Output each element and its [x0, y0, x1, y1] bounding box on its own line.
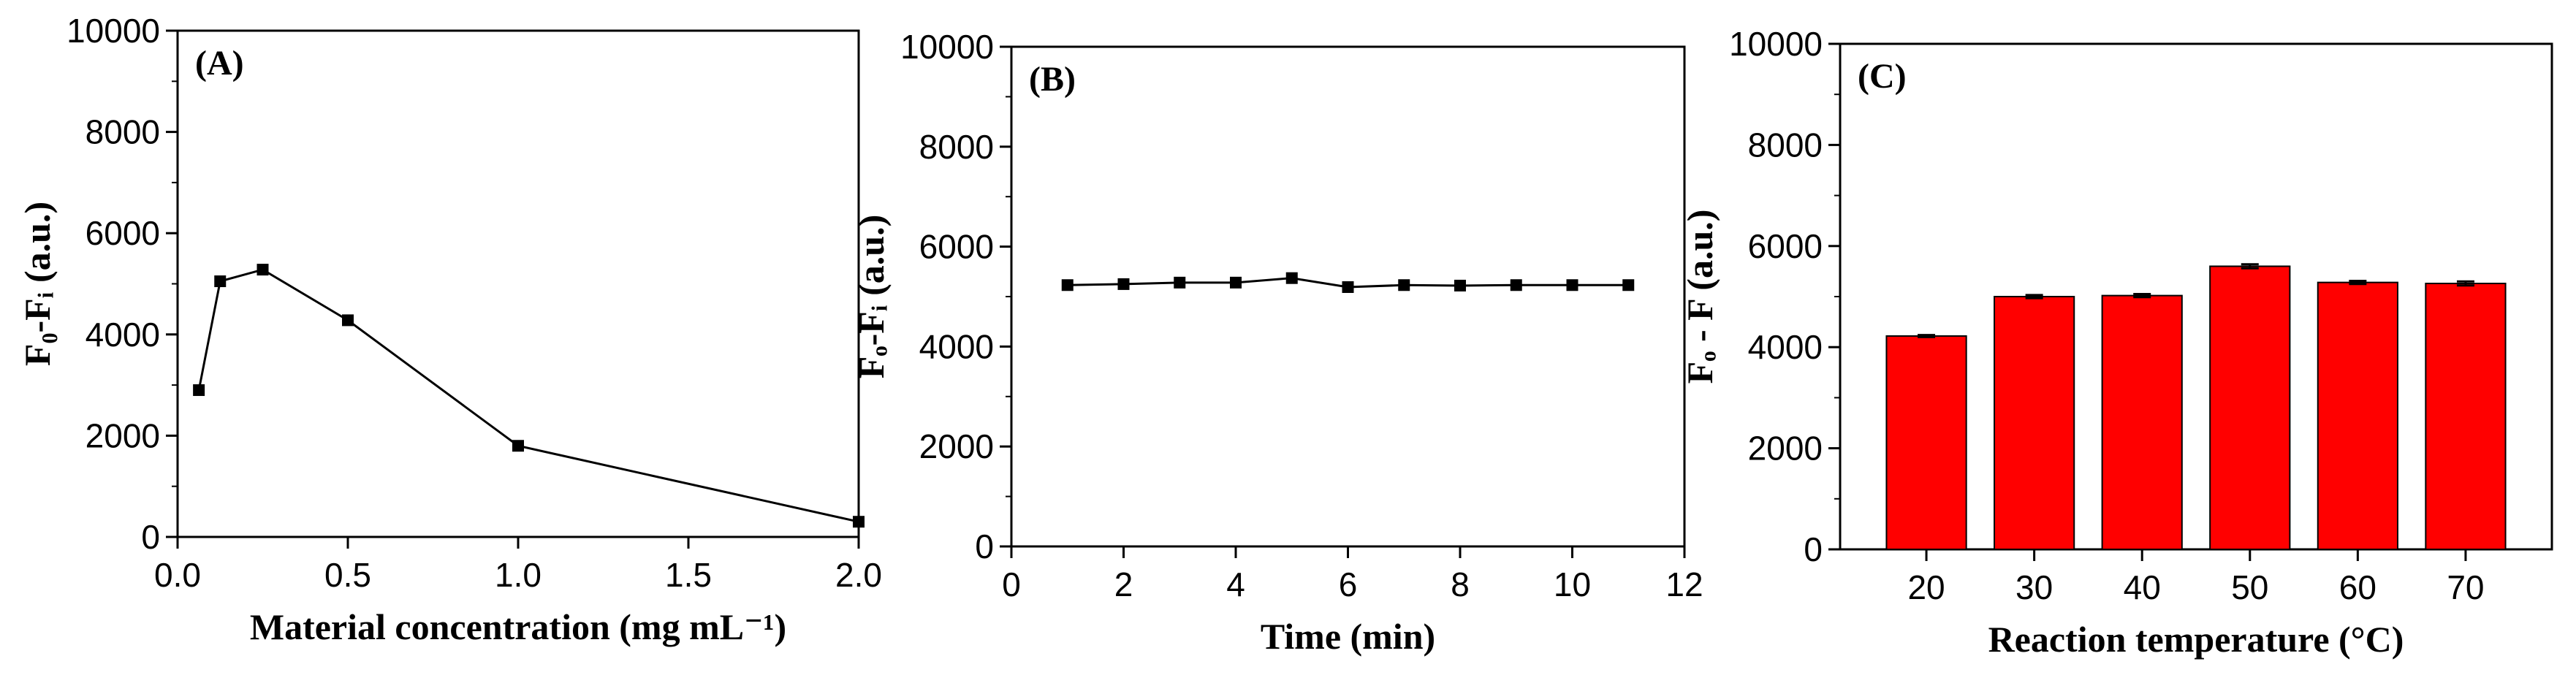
- plot-frame: [1010, 45, 1686, 548]
- y-tick-label: 6000: [86, 214, 160, 252]
- x-tick-label: 40: [2124, 568, 2161, 606]
- data-point: [257, 264, 269, 276]
- x-tick-label: 12: [1665, 565, 1703, 603]
- y-tick-label: 2000: [86, 416, 160, 454]
- x-axis-title: Reaction temperature (°C): [1988, 619, 2404, 660]
- bar: [2317, 281, 2398, 550]
- x-tick-label: 6: [1339, 565, 1358, 603]
- x-tick-label: 8: [1451, 565, 1470, 603]
- y-tick-label: 10000: [1729, 25, 1823, 63]
- x-tick-label: 0.5: [324, 556, 371, 594]
- x-tick-label: 1.5: [665, 556, 712, 594]
- data-point: [1622, 279, 1635, 291]
- data-point: [1510, 279, 1522, 291]
- panel-label: (C): [1858, 57, 1907, 96]
- data-point: [214, 275, 227, 288]
- y-tick-label: 6000: [919, 228, 994, 266]
- x-tick-label: 0: [1002, 565, 1021, 603]
- chart-panel: (C) 0 2000 4000 6000 8000 10000 Fₒ - F (a.u.) Re…: [1679, 25, 2553, 660]
- data-point: [1398, 279, 1410, 291]
- y-tick-label: 8000: [1748, 126, 1823, 164]
- x-tick-label: 4: [1226, 565, 1245, 603]
- x-tick-label: 10: [1554, 565, 1591, 603]
- x-tick-label: 20: [1907, 568, 1945, 606]
- bar: [2209, 265, 2291, 550]
- y-tick-label: 4000: [1748, 328, 1823, 366]
- bar: [2101, 294, 2183, 550]
- x-axis-title: Material concentration (mg mL⁻¹): [250, 606, 786, 647]
- data-point: [853, 516, 865, 528]
- plot-frame: [176, 29, 860, 538]
- y-tick-label: 2000: [919, 427, 994, 465]
- data-point: [342, 314, 354, 327]
- chart-panel: (A) 0 2000 4000 6000 8000 10000 F₀-Fᵢ (a.u.) Mat…: [17, 12, 882, 647]
- x-tick-label: 70: [2447, 568, 2484, 606]
- bar: [1885, 335, 1967, 550]
- data-point: [1061, 279, 1074, 291]
- y-tick-label: 4000: [86, 316, 160, 354]
- y-axis-title: Fₒ - F (a.u.): [1679, 210, 1720, 384]
- y-tick-label: 10000: [900, 28, 994, 66]
- y-tick-label: 0: [1804, 530, 1823, 568]
- bar: [2425, 283, 2507, 550]
- data-point: [1285, 272, 1298, 284]
- panel-label: (B): [1029, 60, 1076, 99]
- y-tick-label: 10000: [67, 12, 160, 50]
- x-tick-label: 1.0: [495, 556, 542, 594]
- x-tick-label: 2.0: [835, 556, 882, 594]
- x-tick-label: 2: [1114, 565, 1133, 603]
- x-tick-label: 60: [2339, 568, 2376, 606]
- panel-label: (A): [195, 44, 244, 83]
- y-axis-title: F₀-Fᵢ (a.u.): [17, 202, 58, 366]
- data-point: [1230, 276, 1242, 289]
- x-tick-label: 50: [2231, 568, 2268, 606]
- data-point: [1342, 281, 1354, 294]
- data-point: [512, 440, 524, 452]
- y-tick-label: 6000: [1748, 227, 1823, 265]
- y-tick-label: 0: [141, 518, 160, 556]
- x-tick-label: 0.0: [154, 556, 201, 594]
- y-tick-label: 4000: [919, 327, 994, 365]
- chart-panel: (B) 0 2000 4000 6000 8000 10000 Fₒ-Fᵢ (a.u.) Tim…: [851, 28, 1703, 657]
- y-tick-label: 8000: [86, 113, 160, 151]
- y-tick-label: 0: [975, 527, 994, 565]
- series-line: [197, 268, 859, 523]
- data-point: [193, 384, 205, 397]
- data-point: [1454, 279, 1466, 291]
- x-tick-label: 30: [2015, 568, 2053, 606]
- data-point: [1117, 278, 1130, 290]
- y-axis-title: Fₒ-Fᵢ (a.u.): [851, 215, 892, 379]
- data-point: [1174, 276, 1186, 289]
- bar: [1994, 296, 2075, 550]
- x-axis-title: Time (min): [1261, 616, 1435, 657]
- data-point: [1566, 279, 1578, 291]
- y-tick-label: 2000: [1748, 430, 1823, 468]
- y-tick-label: 8000: [919, 128, 994, 166]
